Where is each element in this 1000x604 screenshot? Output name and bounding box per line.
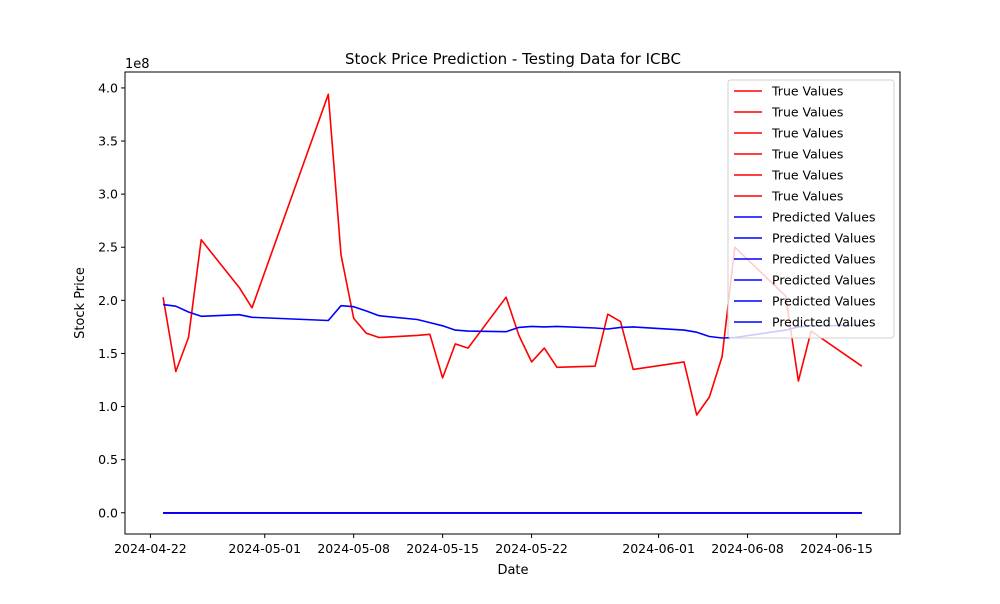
- y-tick-label: 2.5: [98, 240, 118, 255]
- x-tick-label: 2024-06-01: [622, 541, 695, 556]
- x-tick-label: 2024-05-15: [406, 541, 479, 556]
- legend: True Values True Values True Values True Va…: [727, 79, 895, 339]
- legend-label: True Values: [771, 84, 843, 99]
- y-tick-label: 1.0: [98, 399, 118, 414]
- plot-area: [162, 93, 863, 514]
- legend-label: True Values: [771, 126, 843, 141]
- y-tick-label: 0.5: [98, 452, 118, 467]
- legend-label: True Values: [771, 105, 843, 120]
- x-tick-label: 2024-06-08: [711, 541, 784, 556]
- legend-label: Predicted Values: [772, 231, 876, 246]
- legend-label: True Values: [771, 147, 843, 162]
- chart-title: Stock Price Prediction - Testing Data fo…: [345, 50, 681, 68]
- y-tick-label: 0.0: [98, 505, 118, 520]
- legend-box: [727, 79, 895, 339]
- legend-label: Predicted Values: [772, 252, 876, 267]
- y-axis-label: Stock Price: [73, 267, 88, 339]
- x-tick-label: 2024-05-22: [495, 541, 568, 556]
- y-tick-label: 4.0: [98, 80, 118, 95]
- x-tick-label: 2024-06-15: [800, 541, 873, 556]
- y-tick-label: 3.0: [98, 187, 118, 202]
- legend-label: Predicted Values: [772, 315, 876, 330]
- legend-label: True Values: [771, 189, 843, 204]
- x-tick-label: 2024-04-22: [114, 541, 187, 556]
- y-tick-label: 3.5: [98, 134, 118, 149]
- axes: 2024-04-22 2024-05-01 2024-05-08 2024-05-15…: [98, 71, 901, 556]
- axes-frame: [124, 71, 901, 535]
- y-tick-label: 2.0: [98, 293, 118, 308]
- series-line-1: [162, 93, 863, 416]
- legend-label: Predicted Values: [772, 210, 876, 225]
- legend-label: Predicted Values: [772, 294, 876, 309]
- y-tick-label: 1.5: [98, 346, 118, 361]
- series-line-7: [163, 303, 862, 339]
- legend-label: Predicted Values: [772, 273, 876, 288]
- y-offset-label: 1e8: [125, 57, 150, 72]
- x-axis-label: Date: [497, 563, 528, 578]
- legend-label: True Values: [771, 168, 843, 183]
- x-tick-label: 2024-05-01: [228, 541, 301, 556]
- x-tick-label: 2024-05-08: [317, 541, 390, 556]
